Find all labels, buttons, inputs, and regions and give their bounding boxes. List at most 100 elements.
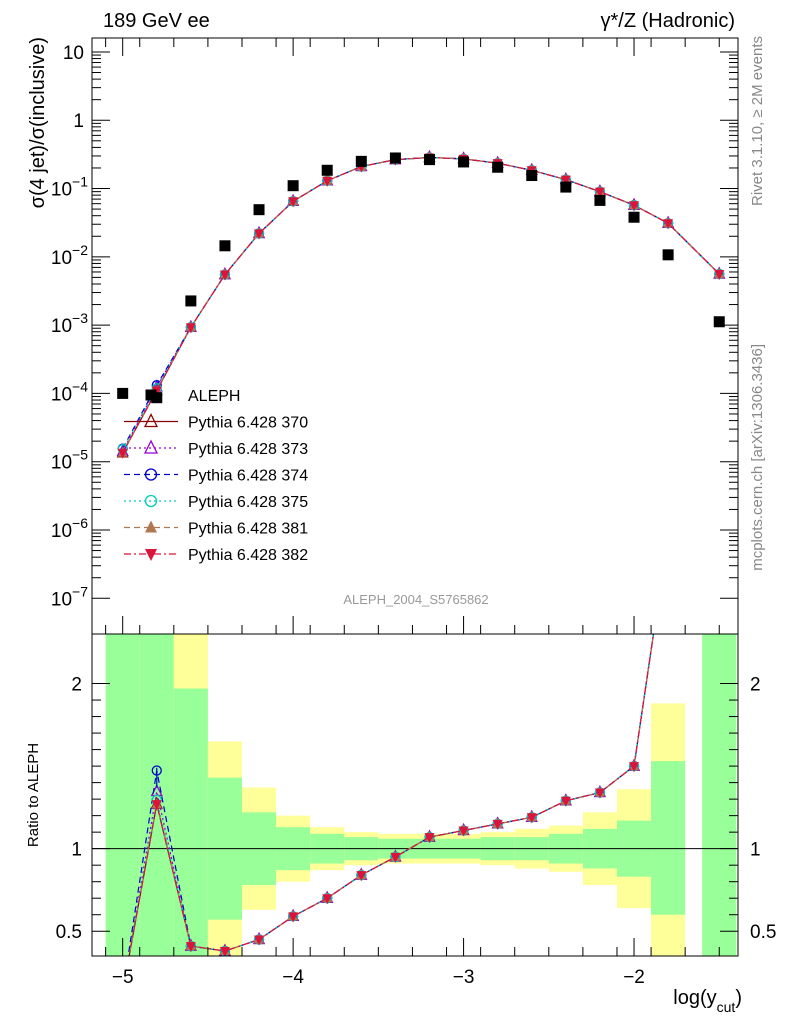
main-ytick-base-2: 10 xyxy=(51,453,72,474)
main-series xyxy=(116,150,726,459)
ratio-point-382-6 xyxy=(322,894,333,905)
main-ytick-label-4: 10−3 xyxy=(51,310,88,337)
aleph-point-1 xyxy=(151,392,163,404)
mc-point-382-0 xyxy=(117,448,128,459)
legend-entry-1: Pythia 6.428 370 xyxy=(124,413,308,432)
band-green-16 xyxy=(651,761,686,915)
mc-point-382-4 xyxy=(254,229,265,240)
aleph-point-8 xyxy=(389,152,401,164)
legend-marker-2 xyxy=(143,439,159,454)
ratio-ytick-label-left-0: 0.5 xyxy=(56,922,82,943)
ratio-ytick-label-left-1: 1 xyxy=(71,840,82,861)
main-ytick-base-6: 10 xyxy=(51,180,72,201)
x-axis-label-main: log(y xyxy=(673,987,716,1009)
legend-label-5: Pythia 6.428 381 xyxy=(188,521,308,538)
ratio-point-382-15 xyxy=(629,762,640,773)
aleph-point-4 xyxy=(253,204,265,216)
aleph-point-5 xyxy=(287,180,299,192)
ratio-ytick-label-right-1: 1 xyxy=(750,840,761,861)
ratio-point-382-7 xyxy=(356,871,367,882)
main-ytick-label-6: 10−1 xyxy=(51,174,88,201)
ratio-point-382-11 xyxy=(492,819,503,830)
aleph-point-16 xyxy=(662,249,674,261)
main-ytick-label-0: 10−7 xyxy=(51,583,88,610)
ratio-point-382-5 xyxy=(288,912,299,923)
legend-label-3: Pythia 6.428 374 xyxy=(188,468,308,485)
x-tick-label-2: −3 xyxy=(453,967,475,988)
main-ytick-label-2: 10−5 xyxy=(51,447,88,474)
main-ytick-exp-4: −3 xyxy=(72,310,88,326)
legend-entry-0: ALEPH xyxy=(145,388,240,405)
uncertainty-bands xyxy=(105,634,737,956)
legend-entry-3: Pythia 6.428 374 xyxy=(124,468,308,485)
aleph-point-13 xyxy=(560,181,572,193)
main-ytick-label-5: 10−2 xyxy=(51,242,88,269)
aleph-point-12 xyxy=(526,170,538,182)
legend: ALEPH Pythia 6.428 370 Pythia 6.428 373 Pyt… xyxy=(124,388,308,564)
legend-marker-0 xyxy=(145,389,157,401)
main-ytick-label-8: 10 xyxy=(63,43,84,64)
mc-point-382-5 xyxy=(288,197,299,208)
ratio-point-382-1 xyxy=(151,800,162,811)
mc-line-382 xyxy=(122,156,720,454)
aleph-point-14 xyxy=(594,194,606,206)
x-axis-label-end: ) xyxy=(735,987,742,1009)
legend-label-4: Pythia 6.428 375 xyxy=(188,494,308,511)
ratio-point-382-2 xyxy=(185,942,196,953)
legend-marker-1 xyxy=(143,413,159,428)
legend-label-1: Pythia 6.428 370 xyxy=(188,415,308,432)
aleph-point-6 xyxy=(321,164,333,176)
main-ytick-exp-5: −2 xyxy=(72,242,88,258)
main-ytick-exp-6: −1 xyxy=(72,174,88,190)
mc-point-382-2 xyxy=(185,323,196,334)
x-tick-label-3: −2 xyxy=(623,967,645,988)
aleph-point-17 xyxy=(713,316,725,328)
main-ytick-base-4: 10 xyxy=(51,316,72,337)
mc-point-382-13 xyxy=(560,175,571,186)
rivet-label: Rivet 3.1.10, ≥ 2M events xyxy=(749,36,766,206)
band-green-2 xyxy=(173,688,208,956)
process-label: γ*/Z (Hadronic) xyxy=(601,10,735,32)
mc-point-382-16 xyxy=(663,219,674,230)
legend-entry-6: Pythia 6.428 382 xyxy=(124,547,308,564)
band-green-0 xyxy=(105,634,140,956)
aleph-point-2 xyxy=(185,295,197,307)
legend-label-2: Pythia 6.428 373 xyxy=(188,441,308,458)
legend-label-0: ALEPH xyxy=(188,388,240,405)
main-ytick-base-1: 10 xyxy=(51,521,72,542)
aleph-point-7 xyxy=(355,155,367,167)
ratio-point-382-13 xyxy=(560,796,571,807)
aleph-point-15 xyxy=(628,211,640,223)
mc-point-382-3 xyxy=(219,270,230,281)
aleph-point-0 xyxy=(117,387,129,399)
ratio-point-382-9 xyxy=(424,833,435,844)
ratio-plot-frame xyxy=(91,633,739,957)
ratio-point-382-4 xyxy=(254,935,265,946)
mc-point-382-14 xyxy=(594,187,605,198)
band-green-17 xyxy=(702,634,737,956)
ratio-ytick-label-right-0: 0.5 xyxy=(750,922,776,943)
main-ytick-base-0: 10 xyxy=(51,589,72,610)
main-ytick-base-5: 10 xyxy=(51,248,72,269)
ratio-y-axis-label: Ratio to ALEPH xyxy=(25,743,42,847)
main-ytick-label-1: 10−6 xyxy=(51,515,88,542)
legend-marker-6 xyxy=(145,549,157,561)
ratio-point-382-12 xyxy=(526,813,537,824)
aleph-data-points xyxy=(117,152,725,404)
legend-entry-4: Pythia 6.428 375 xyxy=(124,494,308,511)
main-ytick-exp-0: −7 xyxy=(72,583,88,599)
x-axis-label-sub: cut xyxy=(717,999,736,1015)
aleph-point-10 xyxy=(458,156,470,168)
analysis-watermark: ALEPH_2004_S5765862 xyxy=(343,592,488,607)
mc-point-382-6 xyxy=(322,176,333,187)
ratio-point-382-14 xyxy=(594,788,605,799)
mc-point-382-17 xyxy=(714,270,725,281)
aleph-point-9 xyxy=(423,154,435,166)
main-plot-frame xyxy=(91,37,739,635)
main-ytick-exp-1: −6 xyxy=(72,515,88,531)
legend-entry-2: Pythia 6.428 373 xyxy=(124,439,308,458)
mc-point-382-15 xyxy=(629,201,640,212)
ratio-point-382-3 xyxy=(219,947,230,956)
